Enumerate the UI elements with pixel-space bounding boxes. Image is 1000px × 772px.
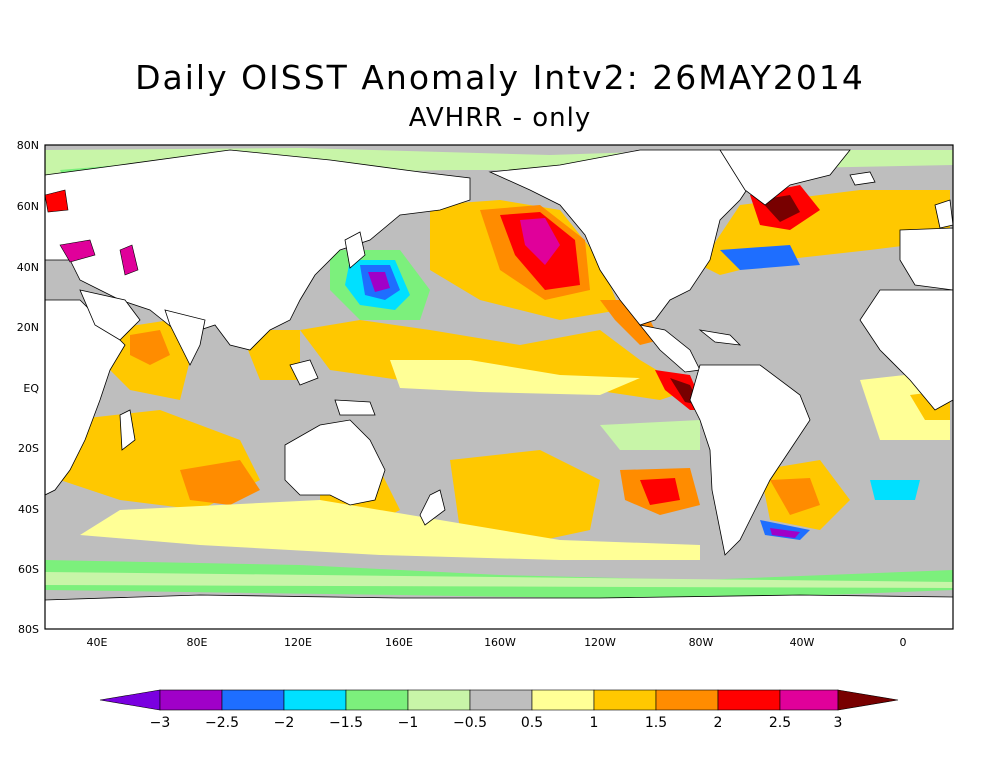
greenland-land — [719, 149, 851, 206]
newzealand-land — [419, 489, 446, 526]
colorbar-swatch — [779, 689, 839, 711]
lon-label-160e: 160E — [385, 636, 413, 649]
longitude-axis: 40E 80E 120E 160E 160W 120W 80W 40W 0 — [87, 636, 907, 649]
caribbean-land — [698, 329, 742, 346]
map-title: Daily OISST Anomaly Intv2: 26MAY2014 — [135, 58, 865, 97]
lon-label-80w: 80W — [689, 636, 714, 649]
lon-label-80e: 80E — [187, 636, 208, 649]
colorbar-label: −1 — [398, 715, 419, 731]
colorbar: −3 −2.5 −2 −1.5 −1 −0.5 0.5 1 1.5 2 2.5 … — [99, 689, 899, 731]
lat-label-40n: 40N — [17, 261, 39, 274]
colorbar-swatch — [345, 689, 409, 711]
colorbar-label: 0.5 — [521, 715, 543, 731]
colorbar-low-arrow — [99, 689, 161, 711]
south-america-land — [689, 364, 811, 556]
colorbar-label: −1.5 — [329, 715, 363, 731]
north-america-land — [488, 149, 761, 326]
map-subtitle: AVHRR - only — [408, 103, 592, 133]
uk-land — [934, 199, 953, 229]
lon-label-40w: 40W — [790, 636, 815, 649]
colorbar-label: −2.5 — [205, 715, 239, 731]
colorbar-high-arrow — [837, 689, 899, 711]
lat-label-eq: EQ — [23, 382, 39, 395]
iceland-land — [849, 171, 876, 186]
map-frame — [44, 144, 954, 630]
lat-label-40s: 40S — [18, 503, 39, 516]
newguinea-land — [334, 399, 376, 416]
colorbar-label: 2 — [714, 715, 723, 731]
lat-label-20n: 20N — [17, 321, 39, 334]
colorbar-label: 3 — [834, 715, 843, 731]
colorbar-swatch — [283, 689, 347, 711]
colorbar-label: 1.5 — [645, 715, 667, 731]
lat-label-80n: 80N — [17, 139, 39, 152]
west-africa-land — [859, 289, 953, 411]
europe-west-land — [899, 227, 953, 291]
lat-label-80s: 80S — [18, 623, 39, 636]
lon-label-160w: 160W — [484, 636, 516, 649]
colorbar-swatch — [655, 689, 719, 711]
colorbar-swatch — [159, 689, 223, 711]
colorbar-label: −2 — [274, 715, 295, 731]
lon-label-120e: 120E — [284, 636, 312, 649]
lon-label-0: 0 — [900, 636, 907, 649]
colorbar-swatch — [531, 689, 595, 711]
antarctica-land — [45, 594, 953, 629]
india-land — [164, 309, 206, 366]
madagascar-land — [119, 409, 136, 451]
lon-label-120w: 120W — [584, 636, 616, 649]
latitude-axis: 80N 60N 40N 20N EQ 20S 40S 60S 80S — [17, 139, 40, 636]
colorbar-label: −3 — [150, 715, 171, 731]
colorbar-swatch — [221, 689, 285, 711]
colorbar-swatch — [407, 689, 471, 711]
colorbar-label: 1 — [590, 715, 599, 731]
colorbar-swatch — [593, 689, 657, 711]
colorbar-swatch — [717, 689, 781, 711]
eurasia-land — [45, 149, 471, 351]
land-masses — [45, 149, 953, 629]
lat-label-60n: 60N — [17, 200, 39, 213]
colorbar-label: 2.5 — [769, 715, 791, 731]
colorbar-label: −0.5 — [453, 715, 487, 731]
lat-label-60s: 60S — [18, 563, 39, 576]
arabia-land — [79, 289, 141, 341]
borneo-land — [289, 359, 319, 386]
map-field — [45, 145, 953, 629]
anomaly-warm-regions — [60, 185, 950, 560]
australia-land — [284, 419, 386, 506]
japan-land — [344, 231, 366, 269]
lat-label-20s: 20S — [18, 442, 39, 455]
lon-label-40e: 40E — [87, 636, 108, 649]
colorbar-swatch — [469, 689, 533, 711]
inland-seas — [45, 189, 139, 276]
